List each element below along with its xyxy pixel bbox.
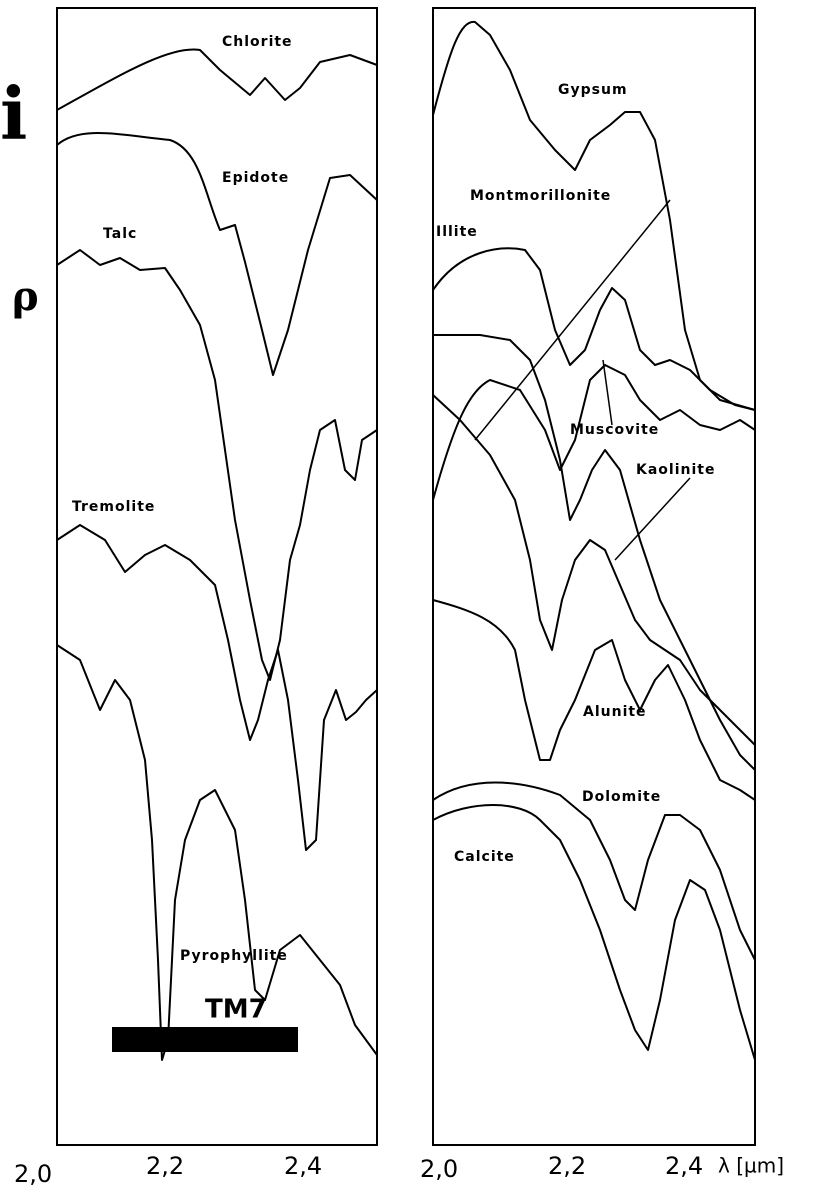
- right-frame: [432, 7, 756, 1146]
- right-curves: [432, 20, 756, 1061]
- illite-curve: [432, 247, 756, 411]
- dolomite-curve: [432, 781, 756, 961]
- curve-label: Pyrophyllite: [180, 948, 288, 964]
- montmorillonite-leader: [474, 199, 671, 441]
- calcite-curve: [432, 804, 756, 1061]
- x-tick-label: 2,2: [146, 1152, 184, 1180]
- tremolite-curve: [56, 524, 378, 851]
- curve-label: Dolomite: [582, 789, 661, 805]
- kaolinite-curve: [432, 394, 756, 746]
- curve-label: Talc: [103, 226, 137, 242]
- right-labels: Gypsum Montmorillonite Illite Muscovite …: [436, 82, 715, 865]
- curve-label: Epidote: [222, 170, 289, 186]
- x-tick-label: 2,0: [420, 1155, 458, 1183]
- curve-label: Calcite: [454, 849, 515, 865]
- curve-label: Illite: [436, 224, 478, 240]
- left-frame: [56, 7, 378, 1146]
- alunite-curve: [432, 599, 756, 801]
- curve-label: Montmorillonite: [470, 188, 611, 204]
- gypsum-curve: [432, 20, 756, 411]
- montmorillonite-curve: [433, 334, 756, 771]
- x-tick-label: 2,4: [665, 1152, 703, 1180]
- leader-lines: [474, 199, 691, 561]
- chlorite-curve: [56, 48, 378, 111]
- y-symbol: ρ: [12, 273, 39, 320]
- curve-label: Gypsum: [558, 82, 628, 98]
- x-ticks: 2,0 2,2 2,4 2,0 2,2 2,4 λ [µm]: [14, 1152, 784, 1188]
- x-unit: λ [µm]: [718, 1154, 784, 1178]
- tm7-band: [112, 1027, 298, 1052]
- left-labels: Chlorite Epidote Talc Tremolite Pyrophyl…: [72, 34, 293, 1025]
- curve-label: Tremolite: [72, 499, 155, 515]
- epidote-curve: [56, 132, 378, 376]
- curve-label: Kaolinite: [636, 462, 715, 478]
- heading-fragment: i: [0, 71, 27, 156]
- muscovite-leader: [602, 359, 613, 426]
- talc-curve: [56, 249, 378, 681]
- pyrophyllite-curve: [56, 644, 378, 1061]
- x-tick-label: 2,2: [548, 1152, 586, 1180]
- x-tick-label: 2,4: [284, 1152, 322, 1180]
- curve-label: Chlorite: [222, 34, 293, 50]
- left-curves: [56, 48, 378, 1061]
- curve-label: Alunite: [583, 704, 647, 720]
- band-label: TM7: [205, 995, 267, 1025]
- muscovite-curve: [432, 364, 756, 501]
- curve-label: Muscovite: [570, 422, 659, 438]
- x-tick-label: 2,0: [14, 1160, 52, 1188]
- kaolinite-leader: [614, 477, 691, 561]
